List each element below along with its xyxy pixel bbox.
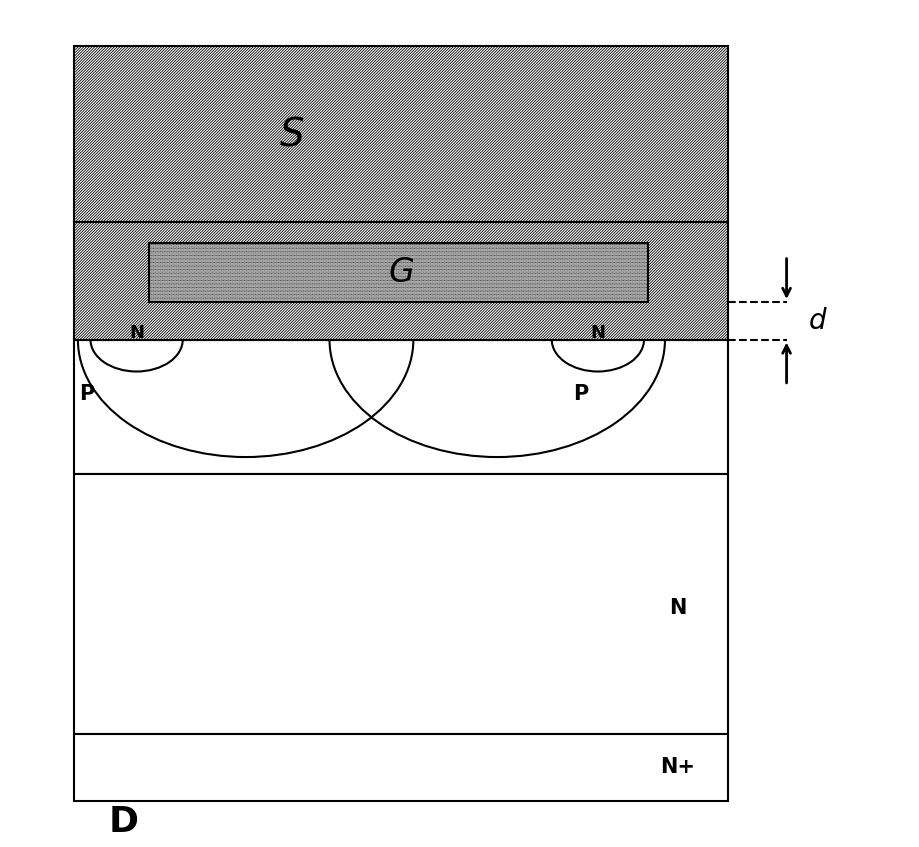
Text: N: N — [590, 324, 606, 342]
Bar — [74, 46, 728, 222]
Bar — [74, 473, 728, 734]
Bar — [74, 222, 728, 340]
Text: N: N — [669, 598, 686, 618]
Text: $G$: $G$ — [388, 256, 414, 289]
Text: $d$: $d$ — [808, 307, 827, 335]
Text: D: D — [109, 805, 139, 839]
Bar — [74, 340, 728, 473]
Bar — [149, 243, 648, 302]
Text: N+: N+ — [660, 757, 695, 778]
Text: P: P — [79, 385, 94, 404]
Text: $S$: $S$ — [279, 115, 304, 153]
Bar — [74, 734, 728, 801]
Text: P: P — [573, 385, 589, 404]
Text: N: N — [129, 324, 144, 342]
